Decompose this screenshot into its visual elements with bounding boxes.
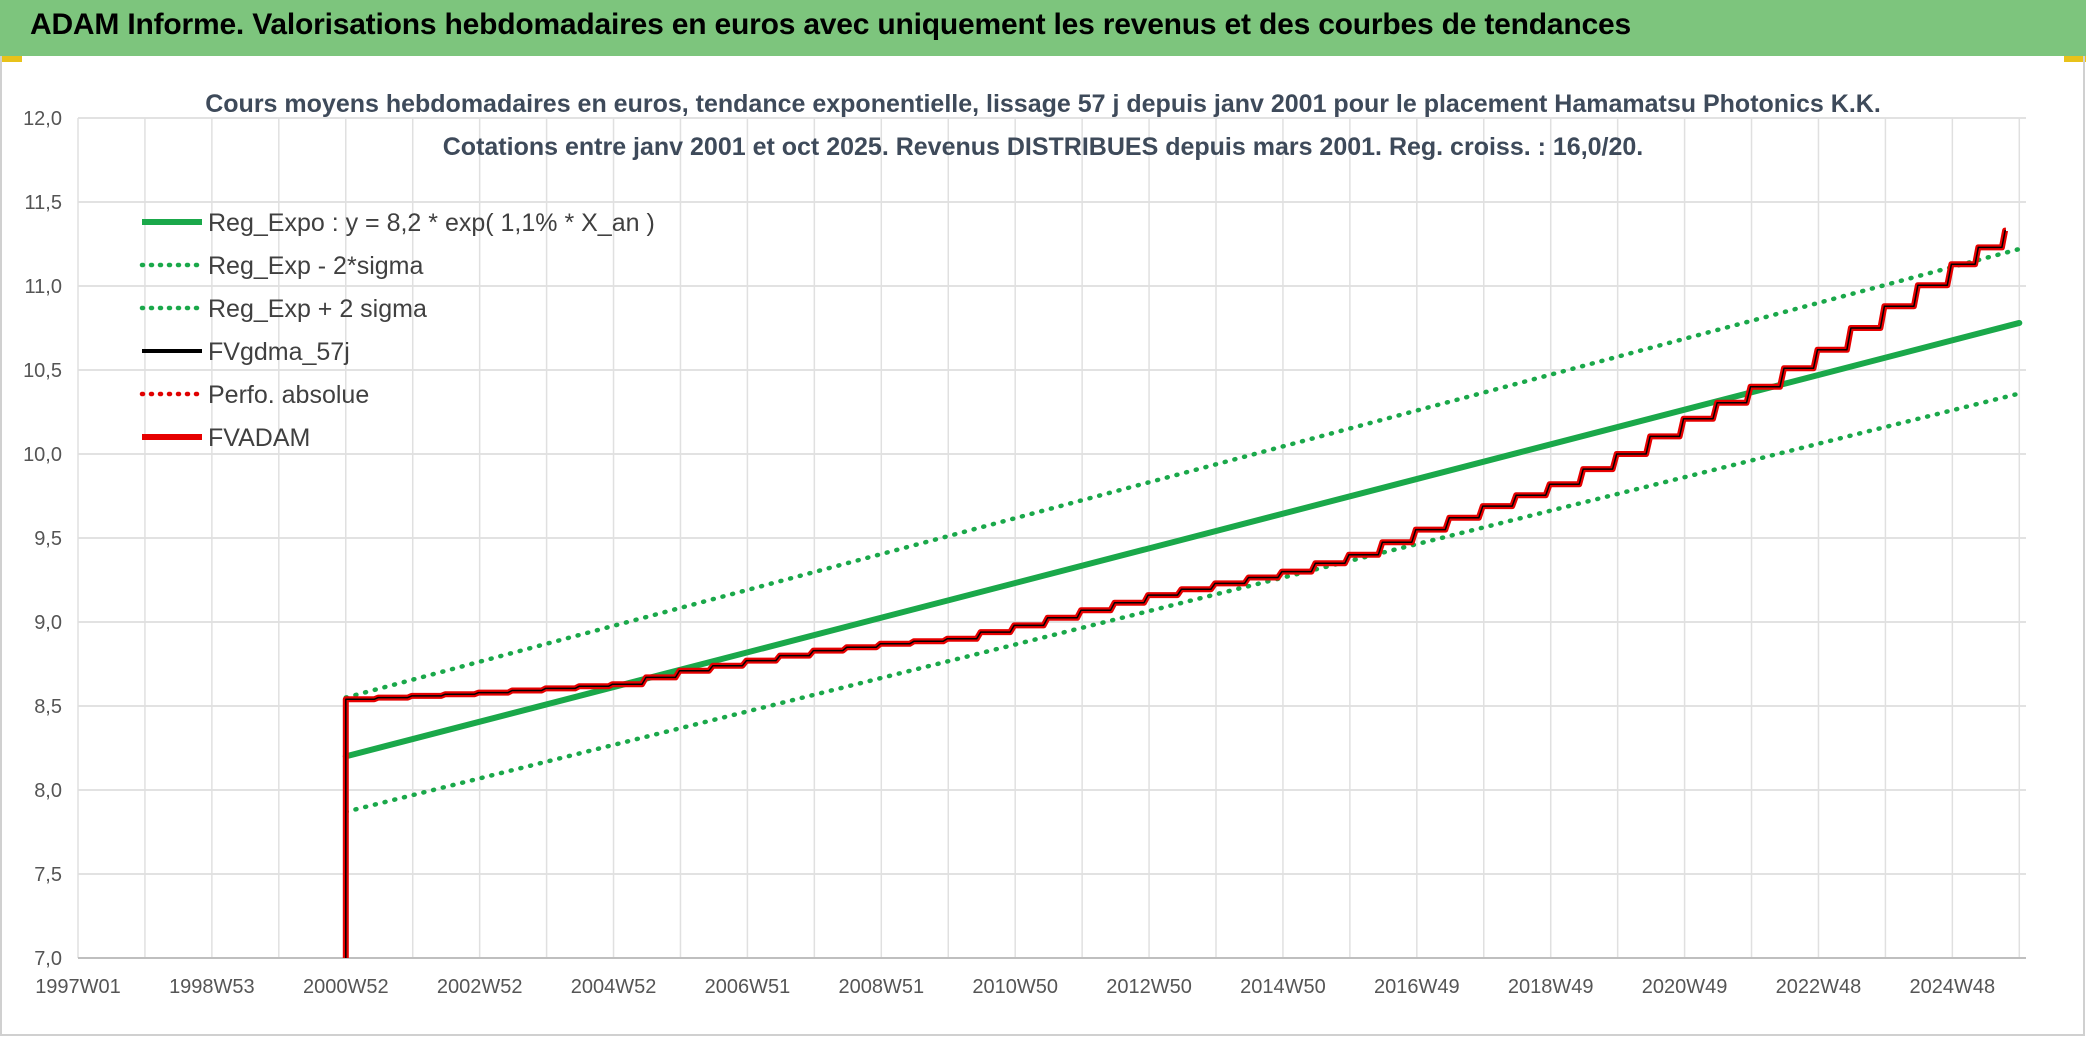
legend-label: FVADAM <box>208 424 310 452</box>
series-fvgdma-57j <box>345 229 2006 958</box>
y-tick-label: 7,5 <box>34 864 62 886</box>
chart-border <box>0 56 2085 1036</box>
x-tick-label: 1997W01 <box>35 976 121 998</box>
chart-title-line-2: Cotations entre janv 2001 et oct 2025. R… <box>443 133 1644 161</box>
x-tick-label: 2016W49 <box>1374 976 1460 998</box>
x-tick-label: 2018W49 <box>1508 976 1594 998</box>
x-tick-label: 2002W52 <box>437 976 523 998</box>
series-fvadam <box>342 227 2009 958</box>
x-tick-label: 2022W48 <box>1776 976 1862 998</box>
x-tick-label: 1998W53 <box>169 976 255 998</box>
legend: Reg_Expo : y = 8,2 * exp( 1,1% * X_an ) R… <box>139 209 655 452</box>
x-tick-label: 2010W50 <box>972 976 1058 998</box>
y-tick-label: 7,0 <box>34 948 62 970</box>
y-tick-label: 8,0 <box>34 780 62 802</box>
x-tick-label: 2000W52 <box>303 976 389 998</box>
series-reg-exp-minus-2sigma <box>343 391 2022 815</box>
x-tick-label: 2004W52 <box>571 976 657 998</box>
corner-mark-right <box>2064 56 2086 62</box>
y-tick-label: 8,5 <box>34 696 62 718</box>
y-tick-label: 9,5 <box>34 528 62 550</box>
corner-mark-left <box>0 56 22 62</box>
y-tick-label: 12,0 <box>23 108 62 130</box>
header-banner: ADAM Informe. Valorisations hebdomadaire… <box>0 0 2086 56</box>
series-layer <box>342 227 2023 958</box>
legend-label: Reg_Exp - 2*sigma <box>208 252 423 280</box>
x-axis-ticks: 1997W01 1998W53 2000W52 2002W52 2004W52 2006W… <box>35 976 1995 998</box>
x-tick-label: 2020W49 <box>1642 976 1728 998</box>
x-tick-label: 2006W51 <box>705 976 791 998</box>
x-tick-label: 2024W48 <box>1910 976 1996 998</box>
report-title: ADAM Informe. Valorisations hebdomadaire… <box>30 8 1631 41</box>
x-tick-label: 2008W51 <box>838 976 924 998</box>
y-tick-label: 11,5 <box>25 192 62 214</box>
y-axis-ticks: 7,0 7,5 8,0 8,5 9,0 9,5 10,0 10,5 11,0 11,5 12,0 <box>23 108 62 970</box>
y-tick-label: 9,0 <box>34 612 62 634</box>
grid-lines <box>77 117 2026 959</box>
series-reg-exp-plus-2sigma <box>343 246 2022 700</box>
legend-label: Reg_Exp + 2 sigma <box>208 295 427 323</box>
y-tick-label: 10,5 <box>23 360 62 382</box>
legend-label: Reg_Expo : y = 8,2 * exp( 1,1% * X_an ) <box>208 209 655 237</box>
y-tick-label: 11,0 <box>25 276 62 298</box>
chart-title-line-1: Cours moyens hebdomadaires en euros, ten… <box>205 90 1881 118</box>
legend-label: Perfo. absolue <box>208 381 369 409</box>
legend-label: FVgdma_57j <box>208 338 350 366</box>
x-tick-label: 2014W50 <box>1240 976 1326 998</box>
y-tick-label: 10,0 <box>23 444 62 466</box>
x-tick-label: 2012W50 <box>1106 976 1192 998</box>
